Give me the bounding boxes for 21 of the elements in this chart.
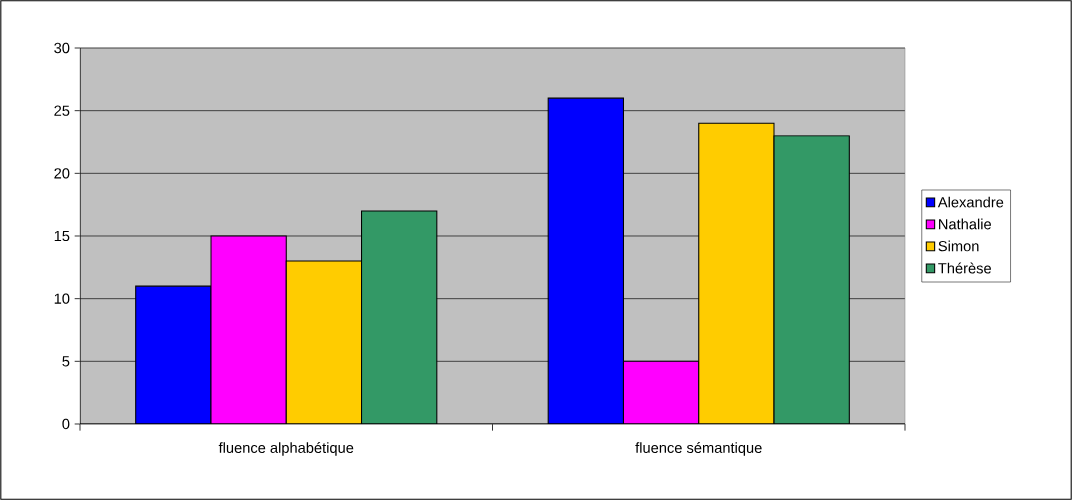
bar [361, 210, 437, 424]
y-tick-label: 0 [62, 418, 70, 430]
y-tick-label: 15 [54, 230, 70, 242]
x-tick-label: fluence sémantique [635, 442, 762, 456]
bar [135, 286, 211, 424]
bar [547, 97, 625, 424]
bar [286, 261, 362, 424]
y-tick-label: 10 [54, 293, 70, 304]
bar [210, 235, 287, 424]
bar [622, 360, 700, 424]
y-tick-label: 5 [62, 356, 70, 367]
x-tick-label: fluence alphabétique [218, 442, 354, 456]
legend-label: Nathalie [939, 218, 991, 230]
y-tick-label: 25 [54, 105, 70, 116]
bar [773, 135, 850, 424]
legend-label: Simon [938, 240, 979, 252]
bar [698, 122, 775, 424]
legend-label: Alexandre [937, 196, 1004, 208]
legend-label: Thérèse [938, 262, 991, 274]
y-tick-label: 30 [54, 42, 70, 54]
y-tick-label: 20 [54, 168, 70, 179]
